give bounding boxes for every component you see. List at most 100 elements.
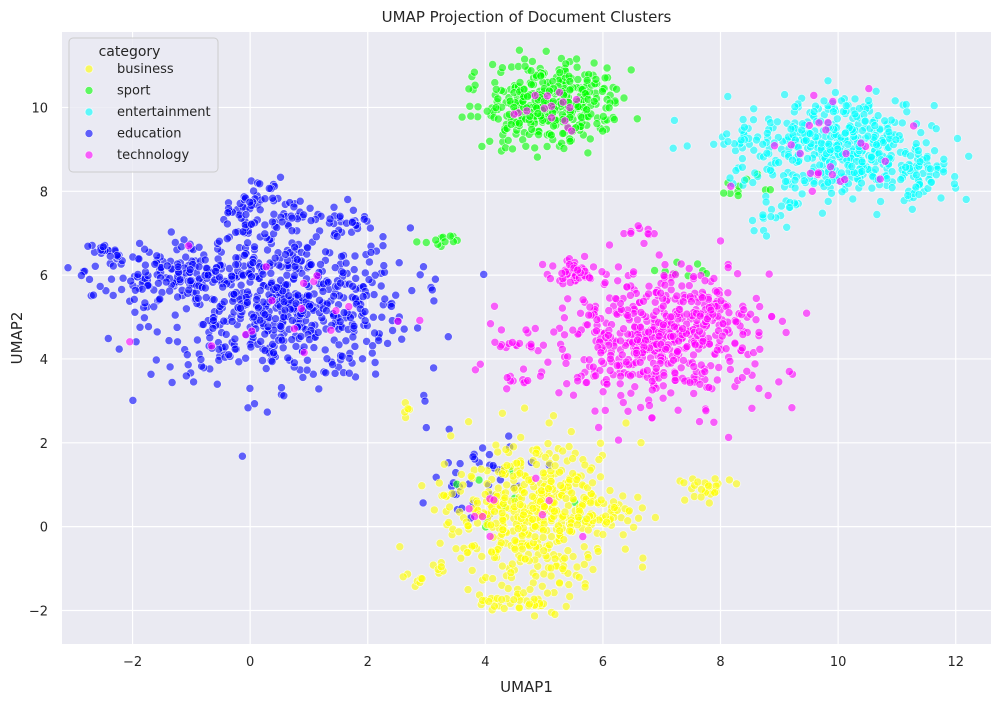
data-point-technology <box>502 373 512 382</box>
data-point-education <box>161 277 171 287</box>
data-point-business <box>519 510 528 520</box>
data-point-business <box>444 518 454 527</box>
data-point-business <box>580 460 590 470</box>
data-point-business <box>583 525 593 535</box>
data-point-business <box>493 447 503 457</box>
data-point-education <box>171 238 180 247</box>
data-point-education <box>330 263 340 272</box>
data-point-business <box>580 582 590 592</box>
data-point-technology <box>623 406 633 416</box>
data-point-entertainment <box>819 96 829 106</box>
data-point-sport <box>542 142 552 151</box>
data-point-technology <box>578 532 588 541</box>
data-point-education <box>283 353 293 363</box>
data-point-education <box>260 346 270 355</box>
data-point-technology <box>509 109 519 119</box>
y-tick-label: 8 <box>40 185 48 200</box>
data-point-education <box>365 257 374 267</box>
data-point-education <box>63 263 73 273</box>
data-point-education <box>318 287 328 296</box>
data-point-education <box>167 227 176 237</box>
data-point-technology <box>709 417 719 427</box>
legend-title: category <box>99 44 161 60</box>
data-point-education <box>316 260 325 269</box>
data-point-sport <box>514 118 524 128</box>
data-point-business <box>564 580 574 589</box>
data-point-education <box>268 339 278 349</box>
data-point-technology <box>682 309 692 319</box>
data-point-entertainment <box>896 175 906 184</box>
data-point-business <box>500 493 510 503</box>
data-point-education <box>175 275 185 285</box>
data-point-business <box>636 438 646 448</box>
data-point-business <box>498 408 507 418</box>
data-point-education <box>350 251 360 261</box>
data-point-business <box>568 552 578 561</box>
legend-label-entertainment: entertainment <box>117 105 211 120</box>
data-point-business <box>651 513 660 522</box>
data-point-technology <box>611 294 621 303</box>
data-point-business <box>546 571 556 581</box>
data-point-business <box>462 548 472 557</box>
data-point-technology <box>565 103 575 112</box>
data-point-business <box>490 601 499 611</box>
legend-marker-technology <box>84 150 94 160</box>
data-point-technology <box>754 328 764 337</box>
data-point-entertainment <box>782 223 792 232</box>
data-point-technology <box>547 113 556 123</box>
data-point-education <box>351 372 360 382</box>
data-point-education <box>107 274 116 284</box>
data-point-education <box>173 337 182 347</box>
data-point-education <box>98 242 108 252</box>
data-point-education <box>236 280 246 290</box>
data-point-business <box>540 452 550 462</box>
data-point-education <box>130 307 140 317</box>
data-point-technology <box>619 324 628 334</box>
data-point-entertainment <box>871 87 881 96</box>
data-point-sport <box>520 61 530 71</box>
data-point-education <box>369 290 379 299</box>
data-point-education <box>220 297 229 307</box>
data-point-education <box>173 292 182 302</box>
data-point-education <box>152 355 161 365</box>
data-point-technology <box>490 301 499 311</box>
data-point-technology <box>616 336 625 346</box>
data-point-education <box>277 217 287 227</box>
data-point-sport <box>585 134 595 144</box>
data-point-entertainment <box>876 197 885 206</box>
data-point-business <box>638 562 647 572</box>
data-point-technology <box>659 371 669 380</box>
data-point-technology <box>562 379 572 389</box>
data-point-business <box>467 566 477 575</box>
data-point-technology <box>731 317 741 327</box>
data-point-education <box>243 238 252 248</box>
data-point-entertainment <box>817 138 826 148</box>
data-point-entertainment <box>801 136 811 145</box>
data-point-entertainment <box>907 205 917 214</box>
data-point-technology <box>647 385 657 395</box>
data-point-business <box>545 540 554 550</box>
data-point-entertainment <box>915 157 925 166</box>
data-point-technology <box>875 174 885 184</box>
data-point-business <box>520 554 530 564</box>
data-point-business <box>436 562 446 572</box>
data-point-business <box>463 585 473 594</box>
data-point-education <box>182 371 191 381</box>
data-point-entertainment <box>863 131 873 141</box>
x-tick-label: 10 <box>830 655 847 670</box>
data-point-sport <box>491 85 501 94</box>
data-point-technology <box>616 371 625 381</box>
data-point-education <box>468 452 478 462</box>
data-point-entertainment <box>749 145 759 155</box>
data-point-technology <box>656 288 666 298</box>
data-point-technology <box>554 388 564 398</box>
data-point-technology <box>682 342 692 351</box>
data-point-education <box>349 321 359 331</box>
data-point-technology <box>600 406 610 415</box>
legend-marker-education <box>84 129 94 138</box>
data-point-entertainment <box>901 162 911 172</box>
data-point-technology <box>787 403 797 413</box>
data-point-technology <box>654 250 664 260</box>
data-point-sport <box>592 119 602 128</box>
